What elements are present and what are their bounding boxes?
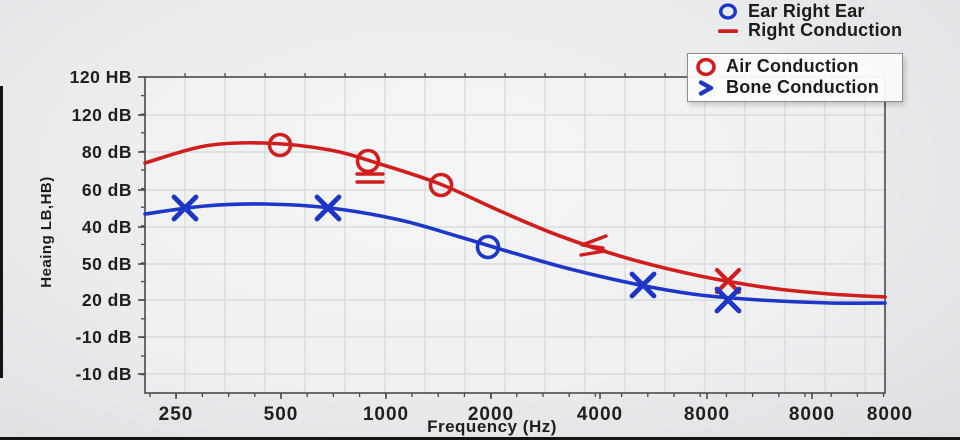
air-conduction-marker-x — [714, 267, 742, 295]
y-tick-label: 60 dB — [82, 180, 132, 200]
y-axis-title: Heaing LB,HB) — [38, 176, 55, 288]
x-tick-label: 8000 — [789, 404, 835, 425]
y-tick-label: -10 dB — [76, 327, 132, 347]
y-tick-label: 80 dB — [82, 142, 132, 162]
air-conduction-marker-equals — [355, 172, 385, 184]
dash-icon — [716, 27, 740, 35]
air-conduction-marker-circle — [355, 148, 381, 174]
x-axis-title: Frequency (Hz) — [427, 417, 557, 436]
x-tick-label: 500 — [264, 404, 299, 425]
y-tick-label: -10 dB — [76, 364, 132, 384]
y-tick-label: 40 dB — [82, 217, 132, 237]
bone-conduction-curve — [143, 202, 887, 306]
chevron-right-icon — [694, 79, 718, 97]
legend-label: Right Conduction — [748, 20, 903, 40]
legend-label: Air Conduction — [726, 56, 859, 76]
bone-conduction-marker-x — [171, 194, 199, 222]
x-tick-label: 8000 — [867, 404, 913, 425]
legend-box: Air Conduction Bone Conduction — [687, 53, 903, 102]
air-conduction-marker-leq — [579, 234, 608, 257]
legend-top: Ear Right Ear Right Conduction — [716, 1, 903, 40]
y-tick-label: 50 dB — [82, 254, 132, 274]
photo-edge-artifact-bottom — [0, 437, 960, 440]
x-tick-label: 2000 — [468, 404, 514, 425]
axis-border — [144, 76, 886, 394]
air-conduction-curve — [143, 140, 887, 299]
legend-item-right-conduction: Right Conduction — [716, 20, 903, 40]
legend-label: Bone Conduction — [726, 77, 879, 97]
legend-item-ear-right-ear: Ear Right Ear — [716, 1, 902, 21]
legend-item-air-conduction: Air Conduction — [694, 56, 894, 77]
y-tick-label: 20 dB — [82, 290, 132, 310]
bone-conduction-marker-x — [629, 271, 657, 299]
x-tick-label: 8000 — [684, 404, 730, 425]
y-tick-label: 120 dB — [72, 105, 132, 125]
air-conduction-marker-circle — [428, 172, 454, 198]
y-tick-label: 120 HB — [70, 67, 132, 87]
circle-outline-icon — [716, 3, 740, 20]
x-tick-label: 4000 — [577, 404, 623, 425]
air-conduction-marker-circle — [267, 132, 293, 158]
legend-label: Ear Right Ear — [748, 1, 865, 21]
x-tick-label: 1000 — [363, 404, 409, 425]
legend-item-bone-conduction: Bone Conduction — [694, 77, 894, 98]
plot-background — [145, 77, 885, 393]
bone-conduction-marker-x — [314, 194, 342, 222]
bone-conduction-marker-x — [714, 286, 742, 314]
photo-edge-artifact-left — [0, 86, 3, 378]
x-tick-label: 250 — [159, 404, 194, 425]
bone-conduction-marker-circle — [475, 234, 501, 260]
circle-outline-icon — [694, 57, 718, 76]
